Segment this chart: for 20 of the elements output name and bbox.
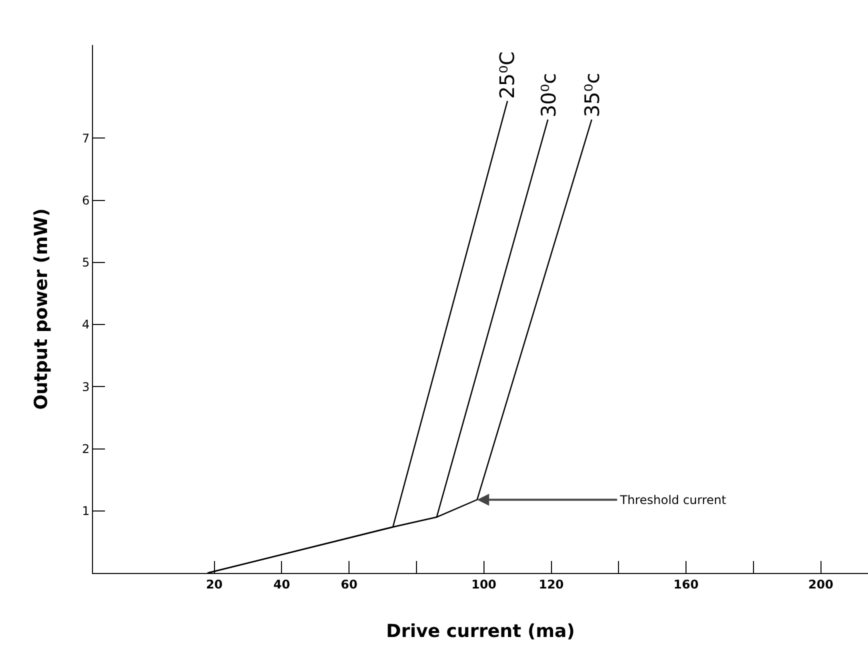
x-tick-label: 200 <box>808 577 834 592</box>
y-tick-label: 3 <box>82 380 90 394</box>
text: 35⁰c <box>580 72 604 118</box>
x-tick-label: 60 <box>340 577 358 592</box>
y-tick-label: 7 <box>82 131 90 146</box>
y-tick-label: 1 <box>82 504 90 518</box>
x-axis-title: Drive current (ma) <box>386 621 575 642</box>
annotation: Threshold current <box>619 493 727 507</box>
text: 25⁰C <box>495 51 520 99</box>
y-tick-label: 2 <box>82 442 90 456</box>
x-tick-label: 100 <box>471 577 496 592</box>
x-tick-label: 160 <box>674 577 699 592</box>
y-axis-title: Output power (mW) <box>31 208 52 410</box>
y-tick-label: 5 <box>82 256 90 270</box>
x-tick-label: 20 <box>206 577 223 592</box>
x-tick-label: 120 <box>538 577 564 592</box>
y-tick-label: 6 <box>82 193 90 208</box>
x-tick-label: 40 <box>273 577 290 592</box>
y-tick-label: 4 <box>82 318 90 332</box>
text: 30⁰c <box>536 72 560 118</box>
